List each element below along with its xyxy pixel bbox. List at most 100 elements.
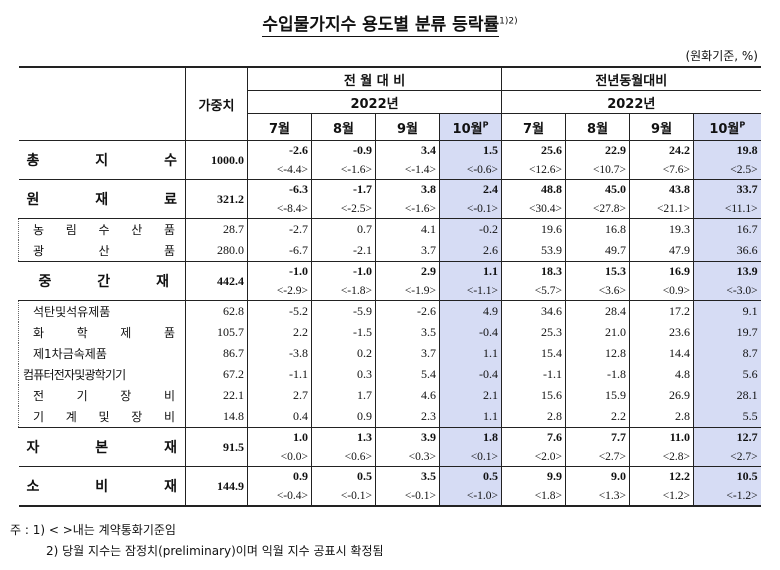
weight-value: 86.7 (185, 343, 248, 364)
change-value: -1.0 (311, 261, 376, 281)
contract-currency-value: <21.1> (629, 199, 694, 219)
change-value: 28.4 (565, 300, 630, 322)
contract-currency-value: <2.7> (565, 447, 630, 467)
change-value: 12.8 (565, 343, 630, 364)
change-value: 0.4 (247, 406, 312, 428)
contract-currency-value: <-0.6> (438, 160, 502, 180)
change-value: 1.1 (438, 261, 502, 281)
change-value: 19.3 (629, 218, 694, 240)
price-index-table: 가중치 전 월 대 비 전년동월대비 2022년 2022년 7월 8월 9월 10월P 7월 8월… (18, 66, 761, 507)
subcategory-label: 광 산 품 (18, 240, 186, 262)
change-value: 9.0 (565, 466, 630, 486)
contract-currency-value: <0.0> (247, 447, 312, 467)
contract-currency-value: <1.3> (565, 486, 630, 507)
contract-currency-value: <-1.6> (375, 199, 440, 219)
subcategory-label: 화 학 제 품 (18, 322, 186, 343)
change-value: -1.7 (311, 179, 376, 199)
change-value: 3.7 (375, 343, 440, 364)
contract-currency-value: <1.8> (501, 486, 566, 507)
contract-currency-value: <27.8> (565, 199, 630, 219)
change-value: 2.2 (247, 322, 312, 343)
change-value: -0.4 (438, 322, 502, 343)
change-value: -1.8 (565, 364, 630, 385)
category-label: 소 비 재 (18, 466, 186, 507)
change-value: 43.8 (629, 179, 694, 199)
change-value: 3.4 (375, 140, 440, 160)
change-value: 0.3 (311, 364, 376, 385)
footnotes: 주 : 1) < >내는 계약통화기준임 2) 당월 지수는 잠정치(preli… (10, 520, 384, 562)
contract-currency-value: <5.7> (501, 281, 566, 301)
change-value: 23.6 (629, 322, 694, 343)
change-value: 3.9 (375, 427, 440, 447)
contract-currency-value: <-0.1> (438, 199, 502, 219)
change-value: 5.4 (375, 364, 440, 385)
change-value: 2.1 (438, 385, 502, 406)
change-value: 33.7 (693, 179, 761, 199)
contract-currency-value: <-2.5> (311, 199, 376, 219)
change-value: 19.8 (693, 140, 761, 160)
change-value: 2.2 (565, 406, 630, 428)
change-value: 49.7 (565, 240, 630, 262)
change-value: 3.8 (375, 179, 440, 199)
contract-currency-value: <2.7> (693, 447, 761, 467)
change-value: -1.1 (247, 364, 312, 385)
change-value: -6.3 (247, 179, 312, 199)
change-value: -0.4 (438, 364, 502, 385)
change-value: 19.6 (501, 218, 566, 240)
subcategory-label: 농 림 수 산 품 (18, 218, 186, 240)
change-value: 4.9 (438, 300, 502, 322)
change-value: 0.9 (311, 406, 376, 428)
change-value: -0.2 (438, 218, 502, 240)
weight-value: 22.1 (185, 385, 248, 406)
month-label: 9월 (396, 121, 418, 137)
contract-currency-value: <0.1> (438, 447, 502, 467)
header-year-yoy: 2022년 (501, 90, 761, 114)
change-value: 15.9 (565, 385, 630, 406)
change-value: 47.9 (629, 240, 694, 262)
change-value: 4.8 (629, 364, 694, 385)
change-value: -1.5 (311, 322, 376, 343)
weight-value: 67.2 (185, 364, 248, 385)
change-value: 5.5 (693, 406, 761, 428)
category-label: 중 간 재 (38, 274, 170, 290)
change-value: 14.4 (629, 343, 694, 364)
change-value: -2.6 (375, 300, 440, 322)
header-month: 7월 (501, 113, 566, 141)
contract-currency-value: <-8.4> (247, 199, 312, 219)
change-value: 34.6 (501, 300, 566, 322)
contract-currency-value: <-3.0> (693, 281, 761, 301)
contract-currency-value: <2.8> (629, 447, 694, 467)
change-value: 0.5 (311, 466, 376, 486)
contract-currency-value: <-2.9> (247, 281, 312, 301)
change-value: 16.9 (629, 261, 694, 281)
change-value: 1.1 (438, 406, 502, 428)
weight-value: 62.8 (185, 300, 248, 322)
month-label: 8월 (332, 121, 354, 137)
contract-currency-value: <-1.8> (311, 281, 376, 301)
change-value: 4.1 (375, 218, 440, 240)
contract-currency-value: <-1.4> (375, 160, 440, 180)
weight-value: 280.0 (185, 240, 248, 262)
change-value: 15.3 (565, 261, 630, 281)
header-year-mom: 2022년 (246, 90, 502, 114)
contract-currency-value: <-1.6> (311, 160, 376, 180)
change-value: 8.7 (693, 343, 761, 364)
contract-currency-value: <-0.4> (247, 486, 312, 507)
change-value: 2.8 (629, 406, 694, 428)
contract-currency-value: <1.2> (629, 486, 694, 507)
change-value: -1.1 (501, 364, 566, 385)
change-value: 1.3 (311, 427, 376, 447)
contract-currency-value: <-1.2> (693, 486, 761, 507)
contract-currency-value: <-1.9> (375, 281, 440, 301)
change-value: 5.6 (693, 364, 761, 385)
change-value: 9.1 (693, 300, 761, 322)
month-label: 7월 (268, 121, 290, 137)
contract-currency-value: <0.6> (311, 447, 376, 467)
change-value: 7.7 (565, 427, 630, 447)
change-value: -3.8 (247, 343, 312, 364)
subcategory-label: 전 기 장 비 (18, 385, 186, 406)
subcategory-label: 기 계 및 장 비 (18, 406, 186, 428)
change-value: 1.8 (438, 427, 502, 447)
change-value: 2.9 (375, 261, 440, 281)
title-text: 수입물가지수 용도별 분류 등락률 (262, 15, 500, 37)
